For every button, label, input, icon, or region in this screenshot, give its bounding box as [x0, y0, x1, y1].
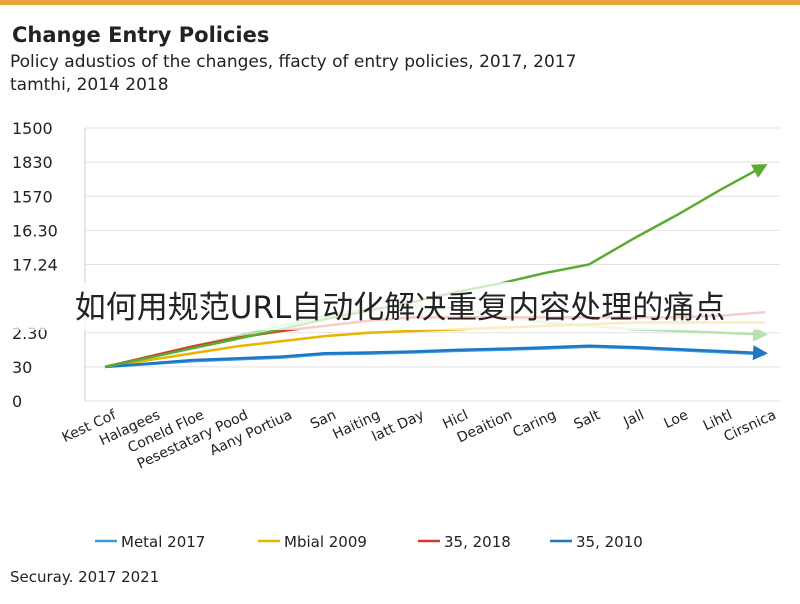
- y-tick-label: 30: [12, 358, 32, 377]
- y-tick-label: 16.30: [12, 221, 58, 240]
- chart-title: Change Entry Policies: [12, 23, 269, 47]
- legend-item: Mbial 2009: [258, 533, 367, 551]
- legend-label: 35, 2018: [444, 533, 511, 551]
- legend-label: Mbial 2009: [284, 533, 367, 551]
- legend-item: Metal 2017: [95, 533, 205, 551]
- x-tick-label: Loe: [662, 407, 691, 432]
- x-tick-label: Salt: [572, 407, 604, 433]
- legend-label: Metal 2017: [121, 533, 205, 551]
- x-tick-label: Caring: [510, 407, 558, 441]
- y-tick-label: 1570: [12, 187, 53, 206]
- y-tick-label: 1830: [12, 153, 53, 172]
- x-tick-label: Jall: [620, 407, 646, 431]
- top-bar: [0, 0, 800, 5]
- subtitle: tamthi, 2014 2018: [10, 75, 169, 95]
- y-tick-label: 1500: [12, 119, 53, 138]
- series-line: [104, 344, 768, 369]
- overlay-text: 如何用规范URL自动化解决重复内容处理的痛点: [75, 290, 726, 326]
- legend-label: 35, 2010: [576, 533, 643, 551]
- y-tick-label: 17.24: [12, 256, 58, 275]
- footer: Securay. 2017 2021: [10, 568, 159, 586]
- overlay-band: [0, 282, 800, 330]
- subtitle: Policy adustios of the changes, ffacty o…: [10, 52, 576, 72]
- legend-item: 35, 2010: [550, 533, 643, 551]
- series-line: [104, 164, 768, 369]
- y-tick-label: 0: [12, 392, 22, 411]
- legend-item: 35, 2018: [418, 533, 511, 551]
